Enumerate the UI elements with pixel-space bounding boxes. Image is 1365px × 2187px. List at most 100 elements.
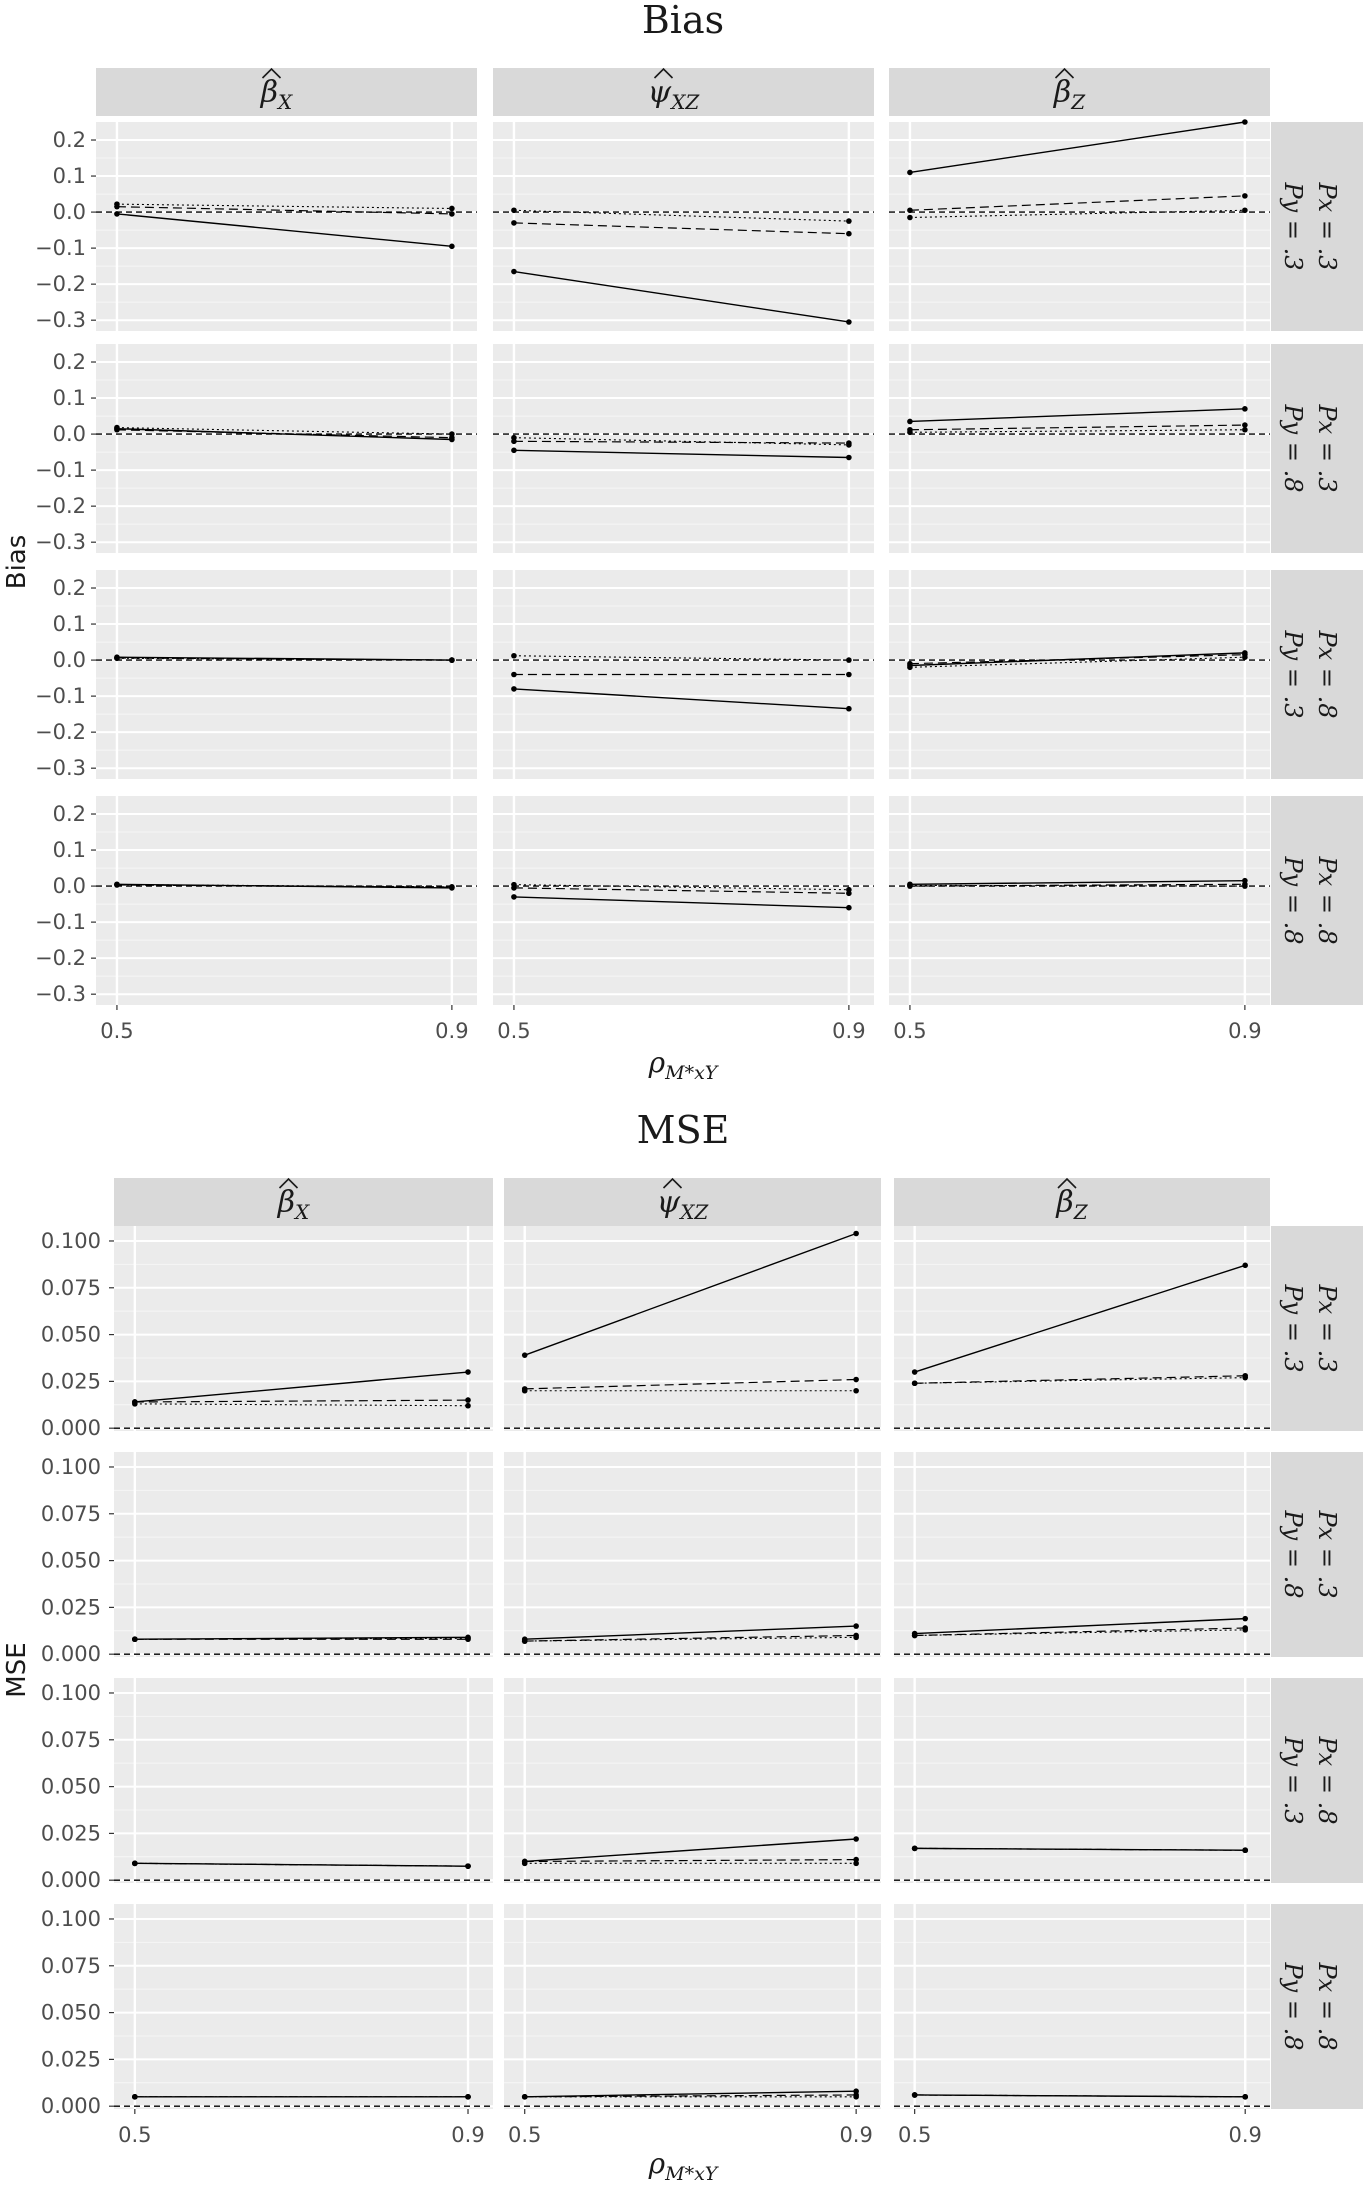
data-point-solid: [911, 1369, 918, 1375]
data-point-solid: [465, 1863, 471, 1869]
panel: [96, 344, 477, 553]
row-strip-px: Px = .3: [1313, 182, 1341, 271]
row-strip: [1271, 570, 1363, 779]
row-strip-labels: Px = .8Py = .3: [1279, 1736, 1341, 1825]
panel-background: [894, 1226, 1270, 1431]
panel-background: [493, 122, 874, 331]
data-point-dashed: [911, 1380, 918, 1387]
row-strip-labels: Px = .3Py = .8: [1279, 1510, 1341, 1599]
y-tick-label: 0.000: [41, 1416, 101, 1440]
data-point-solid: [114, 881, 120, 888]
y-tick-label: 0.2: [53, 350, 86, 374]
y-tick-label: −0.1: [35, 458, 86, 482]
data-point-dashed: [465, 1397, 471, 1403]
data-point-solid: [1242, 2094, 1249, 2100]
x-tick-label: 0.5: [508, 2123, 541, 2147]
panel-background: [96, 570, 477, 779]
series-line-solid: [134, 1862, 469, 1867]
y-tick-label: 0.000: [41, 2094, 101, 2118]
row-strip-labels: Px = .3Py = .3: [1279, 1284, 1341, 1373]
series-line-solid: [914, 2094, 1246, 2098]
row-strip: [1271, 122, 1363, 331]
column-strip-label-hat: [1057, 1177, 1077, 1189]
panel-background: [114, 1452, 493, 1657]
y-tick-label: 0.2: [53, 802, 86, 826]
y-tick-label: −0.2: [35, 720, 86, 744]
panel-background: [114, 1226, 493, 1431]
data-point-solid: [132, 1636, 138, 1643]
y-tick-label: −0.2: [35, 946, 86, 970]
panel-background: [504, 1904, 881, 2109]
data-point-solid: [853, 2088, 859, 2095]
y-tick-label: 0.1: [53, 164, 86, 188]
y-tick-label: 0.0: [53, 422, 86, 446]
series-line-solid: [513, 270, 849, 323]
row-strip-py: Py = .8: [1279, 856, 1307, 945]
series-line-dotted: [513, 655, 849, 661]
row-strip-px: Px = .8: [1313, 630, 1341, 719]
series-line-solid: [116, 427, 452, 441]
data-point-dashed: [449, 211, 455, 217]
data-point-dashed: [511, 438, 517, 445]
y-tick-label: 0.2: [53, 576, 86, 600]
x-tick-label: 0.5: [497, 1019, 530, 1043]
data-point-solid: [853, 1623, 859, 1629]
data-point-solid: [846, 319, 852, 325]
data-point-solid: [911, 2092, 918, 2098]
data-point-dotted: [1242, 207, 1248, 214]
data-point-dashed: [1242, 422, 1248, 428]
panel: [493, 122, 874, 331]
data-point-dashed: [511, 671, 517, 678]
column-strip: [504, 1178, 881, 1226]
row-strip-py: Py = .8: [1279, 1510, 1307, 1599]
series-line-dotted: [909, 209, 1245, 219]
data-point-solid: [911, 1630, 918, 1637]
data-point-solid: [449, 436, 455, 443]
y-tick-label: −0.1: [35, 236, 86, 260]
panel-background: [889, 570, 1270, 779]
y-tick-label: 0.100: [41, 1681, 101, 1705]
series-line-dotted: [914, 1629, 1246, 1637]
data-point-dotted: [465, 1402, 471, 1409]
x-tick-label: 0.9: [1228, 1019, 1261, 1043]
data-point-solid: [132, 1399, 138, 1405]
data-point-solid: [511, 686, 517, 692]
panel-background: [504, 1226, 881, 1431]
series-line-dotted: [909, 429, 1245, 433]
column-strip-label-text: ψXZ: [657, 1185, 710, 1224]
y-tick-label: 0.000: [41, 1868, 101, 1892]
data-point-dashed: [846, 230, 852, 237]
column-strip-label-text: βX: [260, 75, 293, 114]
column-strip-label-text: βZ: [1053, 75, 1086, 114]
data-point-solid: [465, 2094, 471, 2100]
panel-background: [894, 1452, 1270, 1657]
y-tick-label: 0.100: [41, 1455, 101, 1479]
panel: [504, 1226, 881, 1431]
series-line-solid: [914, 1617, 1246, 1635]
column-strip-label: βX: [260, 67, 293, 114]
row-strip-labels: Px = .8Py = .8: [1279, 856, 1341, 945]
x-tick-label: 0.9: [832, 1019, 865, 1043]
y-tick-label: 0.1: [53, 838, 86, 862]
data-point-solid: [521, 1858, 528, 1865]
series-line-solid: [524, 1838, 857, 1863]
series-line-dotted: [116, 203, 452, 210]
panel: [504, 1678, 881, 1883]
series-line-solid: [909, 879, 1245, 885]
data-point-dashed: [114, 203, 120, 210]
data-point-solid: [1242, 119, 1248, 125]
y-tick-label: −0.3: [35, 530, 86, 554]
data-point-dashed: [511, 220, 517, 226]
data-point-solid: [449, 243, 455, 250]
x-tick-label: 0.5: [898, 2123, 931, 2147]
y-tick-label: 0.075: [41, 1954, 101, 1978]
plot-title: MSE: [637, 1108, 730, 1152]
series-line-solid: [524, 1232, 857, 1356]
column-strip-label: ψXZ: [657, 1177, 710, 1224]
panel: [114, 1678, 493, 1883]
y-tick-label: 0.075: [41, 1276, 101, 1300]
data-point-solid: [907, 881, 913, 888]
panel: [96, 122, 477, 331]
column-strip-label-hat: [662, 1177, 683, 1189]
